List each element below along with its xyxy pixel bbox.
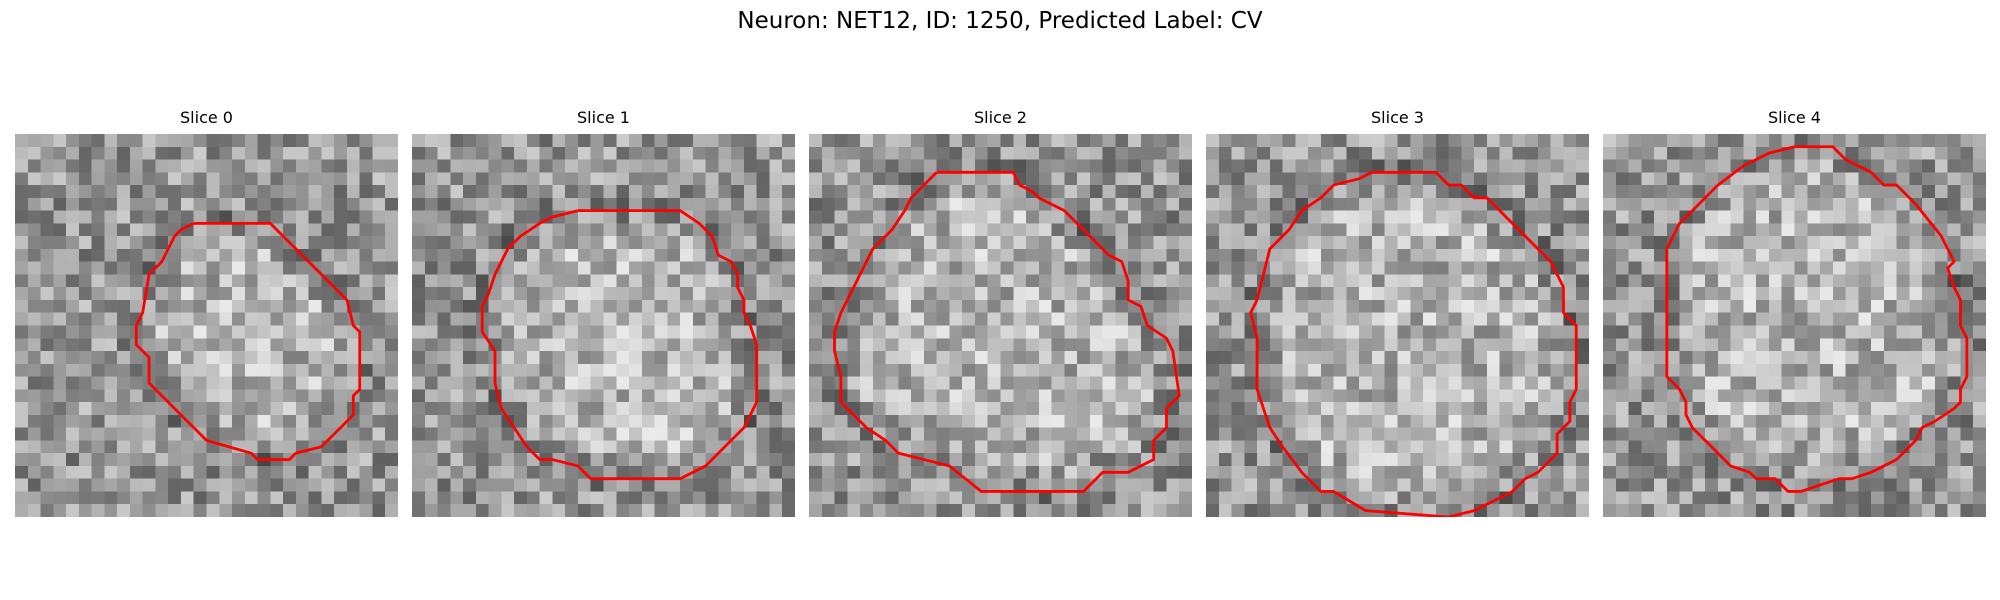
slice-image [412, 134, 795, 517]
roi-contour [134, 221, 362, 461]
slice-title: Slice 3 [1371, 108, 1424, 127]
roi-contour [1665, 145, 1969, 493]
slice-panel-0: Slice 0 [15, 108, 398, 517]
roi-contour [480, 209, 759, 481]
grayscale-slice [809, 134, 1192, 517]
slice-panel-4: Slice 4 [1603, 108, 1986, 517]
slice-panel-2: Slice 2 [809, 108, 1192, 517]
slice-title: Slice 1 [577, 108, 630, 127]
figure-title: Neuron: NET12, ID: 1250, Predicted Label… [737, 8, 1263, 34]
slice-image [1206, 134, 1589, 517]
roi-contour [1249, 170, 1578, 517]
slice-image [15, 134, 398, 517]
slice-title: Slice 4 [1768, 108, 1821, 127]
slice-panel-1: Slice 1 [412, 108, 795, 517]
grayscale-slice [412, 134, 795, 517]
slice-title: Slice 0 [180, 108, 233, 127]
grayscale-slice [15, 134, 398, 517]
slice-title: Slice 2 [974, 108, 1027, 127]
slice-image [1603, 134, 1986, 517]
grayscale-slice [1206, 134, 1589, 517]
slice-panel-3: Slice 3 [1206, 108, 1589, 517]
slice-image [809, 134, 1192, 517]
roi-contour [833, 170, 1181, 493]
